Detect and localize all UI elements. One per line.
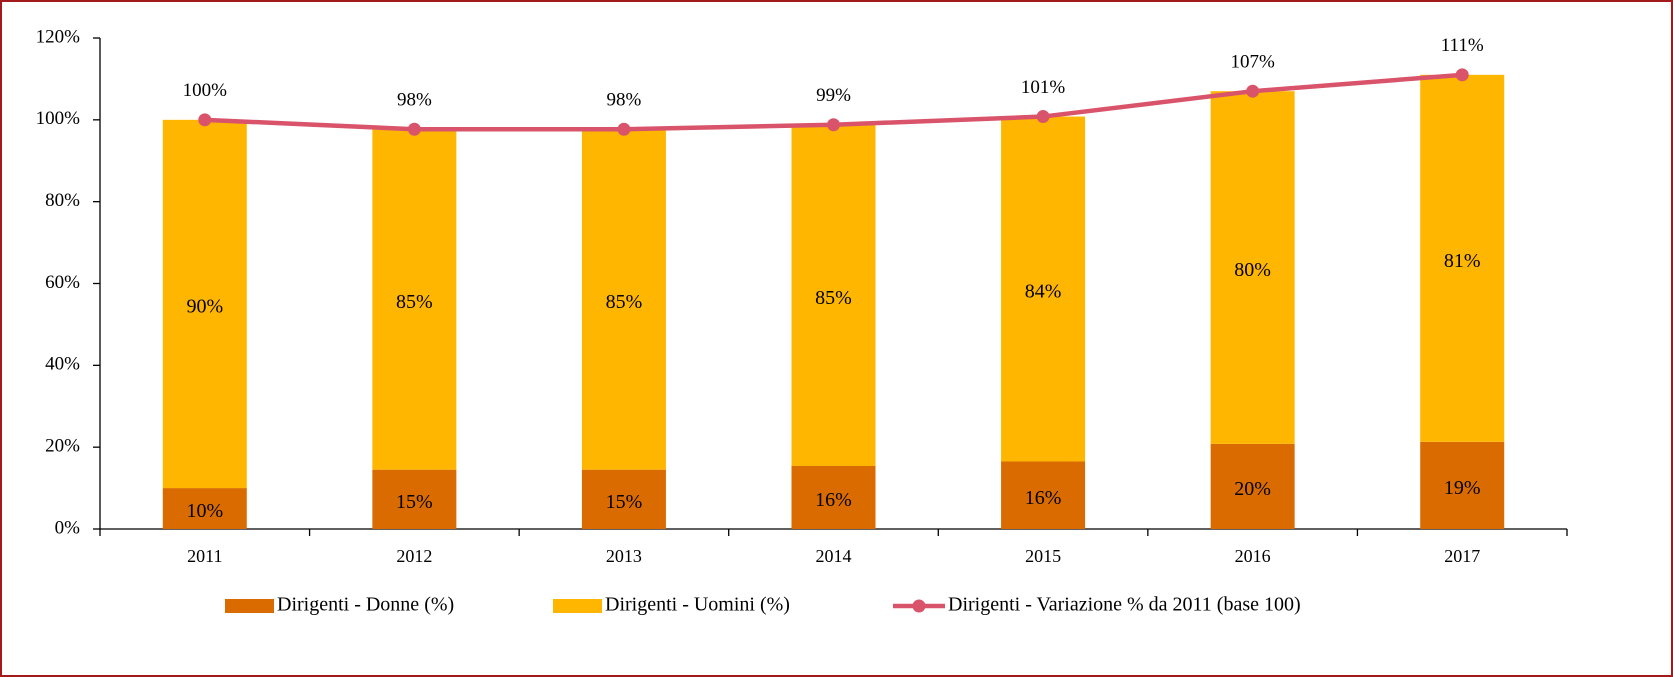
legend-swatch (912, 599, 926, 613)
bar-segment (162, 488, 247, 529)
bar-segment (372, 469, 457, 529)
data-label: 107% (1230, 52, 1275, 73)
line-marker (617, 122, 631, 136)
bar-segment (372, 129, 457, 470)
data-label: 85% (606, 291, 643, 313)
x-tick-label: 2017 (1444, 546, 1480, 566)
bar-segment (1210, 443, 1295, 529)
data-label: 15% (396, 491, 433, 513)
x-tick-label: 2013 (606, 546, 642, 566)
y-tick-label: 80% (45, 190, 80, 211)
y-tick-label: 120% (36, 26, 81, 47)
data-label: 19% (1444, 477, 1481, 499)
x-tick-label: 2012 (396, 546, 432, 566)
bar-segment (1420, 74, 1505, 442)
y-tick-label: 60% (45, 272, 80, 293)
y-tick-label: 40% (45, 354, 80, 375)
data-label: 10% (186, 500, 223, 522)
bar-segment (162, 119, 247, 489)
data-label: 99% (816, 85, 851, 106)
line-marker (1455, 68, 1469, 82)
legend-label: Dirigenti - Donne (%) (277, 594, 454, 616)
data-label: 20% (1234, 478, 1271, 500)
bar-segment (581, 129, 666, 470)
x-tick-label: 2015 (1025, 546, 1061, 566)
bar-segment (791, 465, 876, 529)
x-tick-label: 2014 (816, 546, 852, 566)
data-label: 98% (607, 90, 642, 111)
line-marker (827, 118, 840, 132)
line-marker (407, 122, 421, 136)
data-label: 85% (815, 287, 852, 309)
legend-label: Dirigenti - Variazione % da 2011 (base 1… (948, 594, 1301, 616)
line-marker (1036, 110, 1050, 124)
data-label: 101% (1021, 77, 1066, 98)
data-label: 111% (1441, 35, 1484, 56)
line-marker (1246, 84, 1260, 98)
bar-segment (791, 124, 876, 466)
bar-segment (1210, 91, 1295, 444)
data-label: 80% (1234, 259, 1271, 281)
data-label: 85% (396, 291, 433, 313)
y-tick-label: 0% (55, 517, 81, 538)
y-tick-label: 20% (45, 436, 80, 457)
line-marker (198, 113, 212, 127)
bar-segment (1001, 461, 1086, 529)
data-label: 16% (1025, 487, 1062, 509)
legend-swatch (225, 599, 274, 613)
data-label: 90% (186, 296, 223, 318)
x-tick-label: 2011 (187, 546, 222, 566)
x-tick-label: 2016 (1235, 546, 1271, 566)
data-label: 81% (1444, 250, 1481, 272)
data-label: 98% (397, 90, 432, 111)
legend-label: Dirigenti - Uomini (%) (605, 594, 790, 616)
bar-segment (1001, 116, 1086, 462)
y-tick-label: 100% (36, 108, 81, 129)
data-label: 100% (183, 80, 228, 101)
data-label: 84% (1025, 281, 1062, 303)
legend-swatch (553, 599, 602, 613)
bar-segment (581, 469, 666, 529)
data-label: 16% (815, 489, 852, 511)
bar-segment (1420, 441, 1505, 529)
data-label: 15% (606, 491, 643, 513)
